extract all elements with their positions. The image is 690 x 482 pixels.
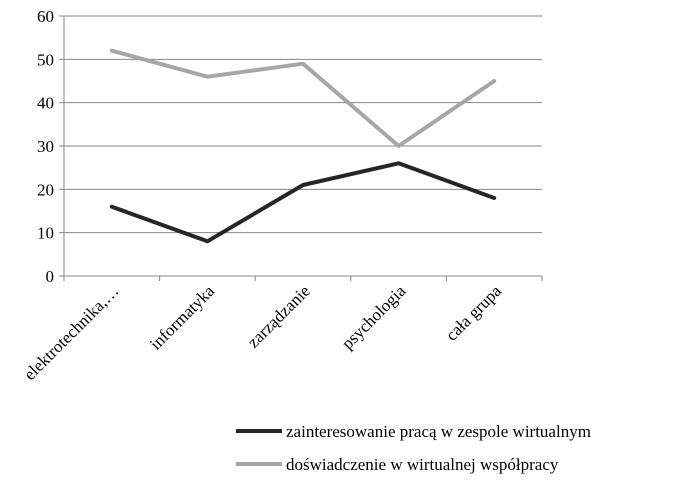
y-tick-label: 20	[37, 180, 54, 199]
x-tick-label: elektrotechnika,…	[20, 281, 123, 384]
series-line-2	[112, 51, 494, 146]
x-tick-labels: elektrotechnika,… informatyka zarządzanie p…	[20, 281, 505, 384]
legend-label-1: zainteresowanie pracą w zespole wirtualn…	[286, 422, 591, 441]
gridlines	[64, 16, 542, 233]
y-tick-label: 60	[37, 7, 54, 26]
y-tick-label: 40	[37, 94, 54, 113]
x-tick-label: cała grupa	[442, 281, 505, 344]
y-tick-label: 50	[37, 50, 54, 69]
y-tick-label: 10	[37, 224, 54, 243]
y-tick-label: 0	[46, 267, 55, 286]
y-tick-label: 30	[37, 137, 54, 156]
legend-label-2: doświadczenie w wirtualnej współpracy	[286, 455, 559, 474]
series-line-1	[112, 163, 494, 241]
x-tick-label: zarządzanie	[244, 281, 314, 351]
legend: zainteresowanie pracą w zespole wirtualn…	[236, 422, 591, 474]
y-tick-labels: 0 10 20 30 40 50 60	[37, 7, 54, 286]
x-tick-label: psychologia	[338, 281, 410, 353]
x-tick-label: informatyka	[146, 281, 219, 354]
